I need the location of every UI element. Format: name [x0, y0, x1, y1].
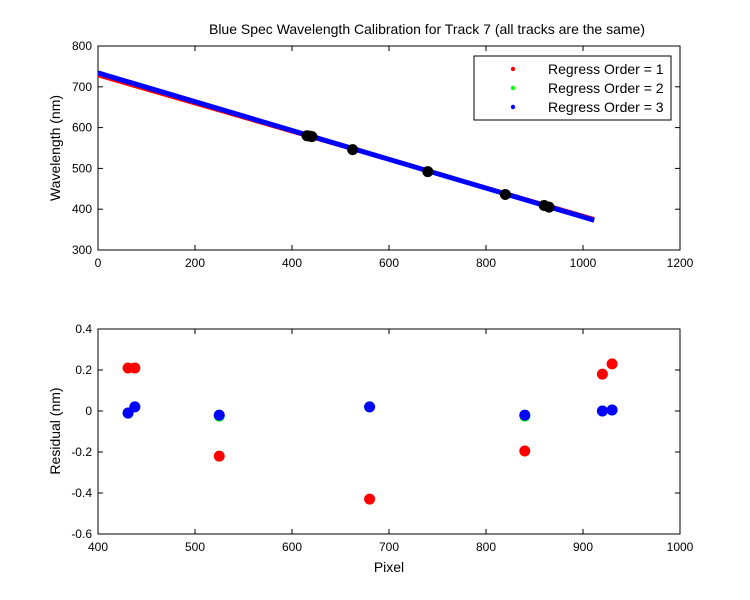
regress-order-1-residual-point — [596, 368, 608, 380]
wavelength-y-tick-label: 300 — [72, 243, 92, 257]
wavelength-series — [97, 70, 595, 223]
regress-order-1-residual-point — [213, 450, 225, 462]
residual-x-tick-label: 500 — [185, 540, 205, 554]
residual-x-tick-label: 400 — [88, 540, 108, 554]
legend-entry-label: Regress Order = 2 — [548, 80, 664, 96]
wavelength-x-tick-label: 600 — [379, 256, 399, 270]
legend-entry-label: Regress Order = 1 — [548, 61, 664, 77]
residual-y-tick-label: 0.2 — [75, 363, 92, 377]
residual-x-tick-label: 800 — [476, 540, 496, 554]
wavelength-y-tick-label: 500 — [72, 161, 92, 175]
regress-order-3-residual-point — [596, 405, 608, 417]
calibration-point — [347, 144, 359, 156]
residual-y-tick-label: 0 — [85, 404, 92, 418]
residual-x-axis-label: Pixel — [374, 559, 404, 575]
legend-box — [473, 55, 672, 121]
legend-marker — [510, 104, 516, 110]
residual-y-tick-label: -0.2 — [71, 445, 92, 459]
wavelength-axes: 0 200 400 600 800 1000 1200 300 400 500 600 700 800… — [47, 21, 694, 270]
residual-y-axis-label: Residual (nm) — [47, 387, 63, 474]
wavelength-y-tick-label: 700 — [72, 80, 92, 94]
regress-order-1-residual-point — [519, 445, 531, 457]
regress-order-1-residual-point — [129, 362, 141, 374]
wavelength-y-ticks: 300 400 500 600 700 800 — [72, 39, 680, 257]
wavelength-x-tick-label: 800 — [476, 256, 496, 270]
wavelength-x-tick-label: 1200 — [667, 256, 694, 270]
regress-order-3-residual-point — [129, 401, 141, 413]
legend-marker — [510, 85, 516, 91]
wavelength-x-ticks: 0 200 400 600 800 1000 1200 — [95, 46, 694, 270]
calibration-point — [499, 189, 511, 201]
regress-order-1-residual-point — [364, 493, 376, 505]
regress-order-3-residual-point — [213, 409, 225, 421]
residual-y-tick-label: -0.6 — [71, 527, 92, 541]
wavelength-y-axis-label: Wavelength (nm) — [47, 95, 63, 201]
calibration-point — [543, 201, 555, 213]
residual-x-tick-label: 700 — [379, 540, 399, 554]
wavelength-x-tick-label: 1000 — [570, 256, 597, 270]
residual-x-tick-label: 900 — [573, 540, 593, 554]
residual-series — [122, 358, 618, 505]
residual-y-tick-label: -0.4 — [71, 486, 92, 500]
regress-order-3-residual-point — [519, 409, 531, 421]
residual-plot-area — [97, 328, 681, 535]
residual-y-tick-label: 0.4 — [75, 322, 92, 336]
calibration-point — [422, 166, 434, 178]
residual-x-ticks: 400 500 600 700 800 900 1000 — [88, 329, 694, 554]
legend-entry-label: Regress Order = 3 — [548, 99, 664, 115]
wavelength-x-tick-label: 400 — [282, 256, 302, 270]
wavelength-chart-title: Blue Spec Wavelength Calibration for Tra… — [209, 21, 645, 37]
residual-x-tick-label: 1000 — [667, 540, 694, 554]
wavelength-y-tick-label: 400 — [72, 202, 92, 216]
calibration-point — [306, 131, 318, 143]
wavelength-x-tick-label: 200 — [185, 256, 205, 270]
regress-order-3-residual-point — [606, 404, 618, 416]
residual-y-ticks: -0.6 -0.4 -0.2 0 0.2 0.4 — [71, 322, 680, 541]
calibration-points — [301, 130, 555, 213]
regress-order-3-residual-point — [364, 401, 376, 413]
legend-marker — [510, 66, 516, 72]
wavelength-y-tick-label: 800 — [72, 39, 92, 53]
regress-order-3-fit-line — [97, 70, 595, 223]
legend: Regress Order = 1 Regress Order = 2 Regres… — [473, 55, 672, 121]
residual-x-tick-label: 600 — [282, 540, 302, 554]
regress-order-1-residual-point — [606, 358, 618, 370]
wavelength-y-tick-label: 600 — [72, 121, 92, 135]
wavelength-x-tick-label: 0 — [95, 256, 102, 270]
residual-axes: 400 500 600 700 800 900 1000 -0.6 -0.4 -0.2 0 0.2 0… — [47, 322, 694, 575]
